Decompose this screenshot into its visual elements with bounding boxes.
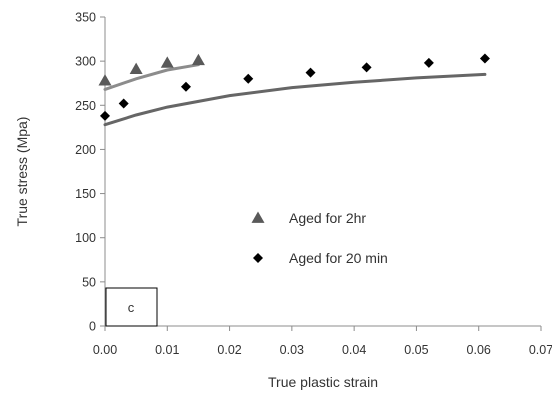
- x-tick-label: 0.01: [155, 343, 179, 357]
- y-tick-label: 350: [75, 11, 96, 25]
- y-tick-label: 100: [75, 231, 96, 245]
- legend-diamond-icon: [253, 253, 263, 263]
- y-tick-label: 300: [75, 55, 96, 69]
- x-tick-label: 0.07: [529, 343, 552, 357]
- triangle-point: [129, 62, 143, 74]
- y-tick-label: 200: [75, 143, 96, 157]
- diamond-point: [479, 53, 490, 64]
- x-tick-label: 0.05: [404, 343, 428, 357]
- triangle-point: [160, 56, 174, 68]
- panel-box: [105, 287, 158, 327]
- legend-label: Aged for 20 min: [289, 250, 388, 266]
- legend-item: Aged for 2hr: [251, 210, 366, 226]
- diamond-point: [180, 81, 191, 92]
- x-tick-label: 0.00: [93, 343, 117, 357]
- y-tick-label: 50: [82, 275, 96, 289]
- diamond-point: [423, 57, 434, 68]
- x-axis-title: True plastic strain: [268, 374, 378, 390]
- triangle-point: [98, 74, 112, 86]
- diamond-point: [361, 62, 372, 73]
- x-tick-label: 0.04: [342, 343, 366, 357]
- diamond-point: [243, 73, 254, 84]
- y-tick-label: 150: [75, 187, 96, 201]
- x-tick-label: 0.02: [217, 343, 241, 357]
- legend: Aged for 2hr Aged for 20 min: [251, 210, 388, 266]
- diamond-point: [305, 67, 316, 78]
- diamond-point: [100, 110, 110, 121]
- diamond-point: [118, 98, 129, 109]
- triangle-point: [191, 53, 205, 66]
- y-tick-label: 0: [89, 320, 96, 334]
- axes: 0 50 100 150 200 250 300 350 0.00 0.01 0.02 0.03 0.0…: [14, 11, 552, 391]
- legend-label: Aged for 2hr: [289, 210, 366, 226]
- panel-label: c: [128, 300, 135, 315]
- legend-triangle-icon: [251, 211, 265, 223]
- series-2: [100, 53, 490, 127]
- panel-label-box: c: [105, 287, 158, 327]
- x-tick-label: 0.06: [467, 343, 491, 357]
- x-tick-label: 0.03: [280, 343, 304, 357]
- legend-item: Aged for 20 min: [253, 250, 388, 266]
- fit-curve: [103, 63, 200, 91]
- fit-curve: [103, 72, 487, 127]
- y-axis-title: True stress (Mpa): [14, 117, 30, 227]
- y-tick-label: 250: [75, 99, 96, 113]
- series-1: [98, 53, 205, 91]
- series-layer: [98, 53, 490, 127]
